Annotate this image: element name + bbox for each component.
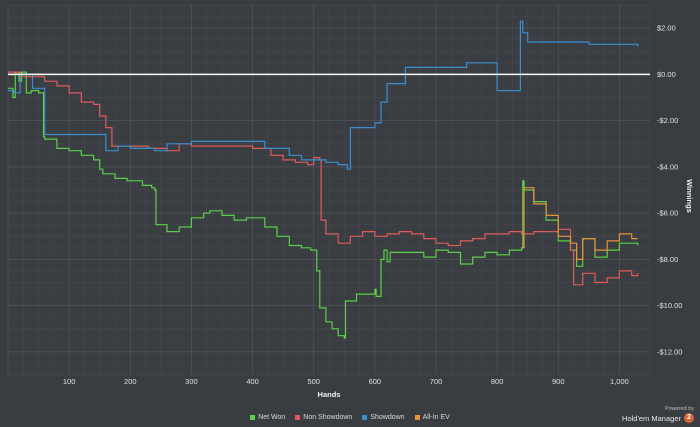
legend-swatch-icon <box>295 415 301 420</box>
powered-by-badge: Powered by Hold'em Manager 2 <box>622 406 694 423</box>
x-tick-label: 900 <box>552 377 565 386</box>
x-tick-label: 500 <box>307 377 320 386</box>
legend-swatch-icon <box>362 415 368 420</box>
y-tick-label: -$8.00 <box>657 255 678 264</box>
y-tick-label: $0.00 <box>657 70 676 79</box>
series-line-all-in-ev <box>521 187 638 260</box>
legend-swatch-icon <box>414 415 420 420</box>
y-tick-label: -$4.00 <box>657 162 678 171</box>
hm2-logo-icon: 2 <box>684 413 694 423</box>
y-tick-label: -$12.00 <box>657 347 682 356</box>
legend-item[interactable]: Net Won <box>250 414 285 421</box>
brand-name: Hold'em Manager <box>622 413 681 423</box>
x-tick-label: 700 <box>430 377 443 386</box>
series-layer <box>8 20 639 339</box>
y-tick-label: -$10.00 <box>657 301 682 310</box>
x-tick-label: 600 <box>369 377 382 386</box>
legend-label: Net Won <box>258 414 286 421</box>
y-tick-label: $2.00 <box>657 24 676 33</box>
y-axis-title: Winnings <box>685 179 694 213</box>
legend-label: Showdown <box>370 414 405 421</box>
x-tick-label: 400 <box>246 377 259 386</box>
x-tick-label: 100 <box>63 377 76 386</box>
chart-legend: Net Won Non Showdown Showdown All-In EV <box>0 414 700 421</box>
x-tick-label: 1,000 <box>610 377 629 386</box>
series-line-net-won <box>8 71 639 339</box>
powered-by-text: Powered by <box>664 406 694 413</box>
legend-label: Non Showdown <box>303 414 353 421</box>
y-axis-ticks: $2.00 $0.00 -$2.00 -$4.00 -$6.00 -$8.00 -$10.0… <box>657 24 682 357</box>
legend-item[interactable]: Non Showdown <box>295 414 352 421</box>
x-axis-title: Hands <box>318 390 341 399</box>
legend-label: All-In EV <box>422 414 450 421</box>
y-tick-label: -$6.00 <box>657 209 678 218</box>
x-tick-label: 800 <box>491 377 504 386</box>
series-line-showdown <box>8 20 639 170</box>
x-tick-label: 300 <box>185 377 198 386</box>
legend-item[interactable]: Showdown <box>362 414 405 421</box>
legend-item[interactable]: All-In EV <box>414 414 450 421</box>
y-tick-label: -$2.00 <box>657 116 678 125</box>
x-axis-ticks: 100 200 300 400 500 600 700 800 900 1,000 <box>63 377 629 386</box>
legend-swatch-icon <box>250 415 256 420</box>
grid-lines <box>7 4 651 376</box>
x-tick-label: 200 <box>124 377 137 386</box>
